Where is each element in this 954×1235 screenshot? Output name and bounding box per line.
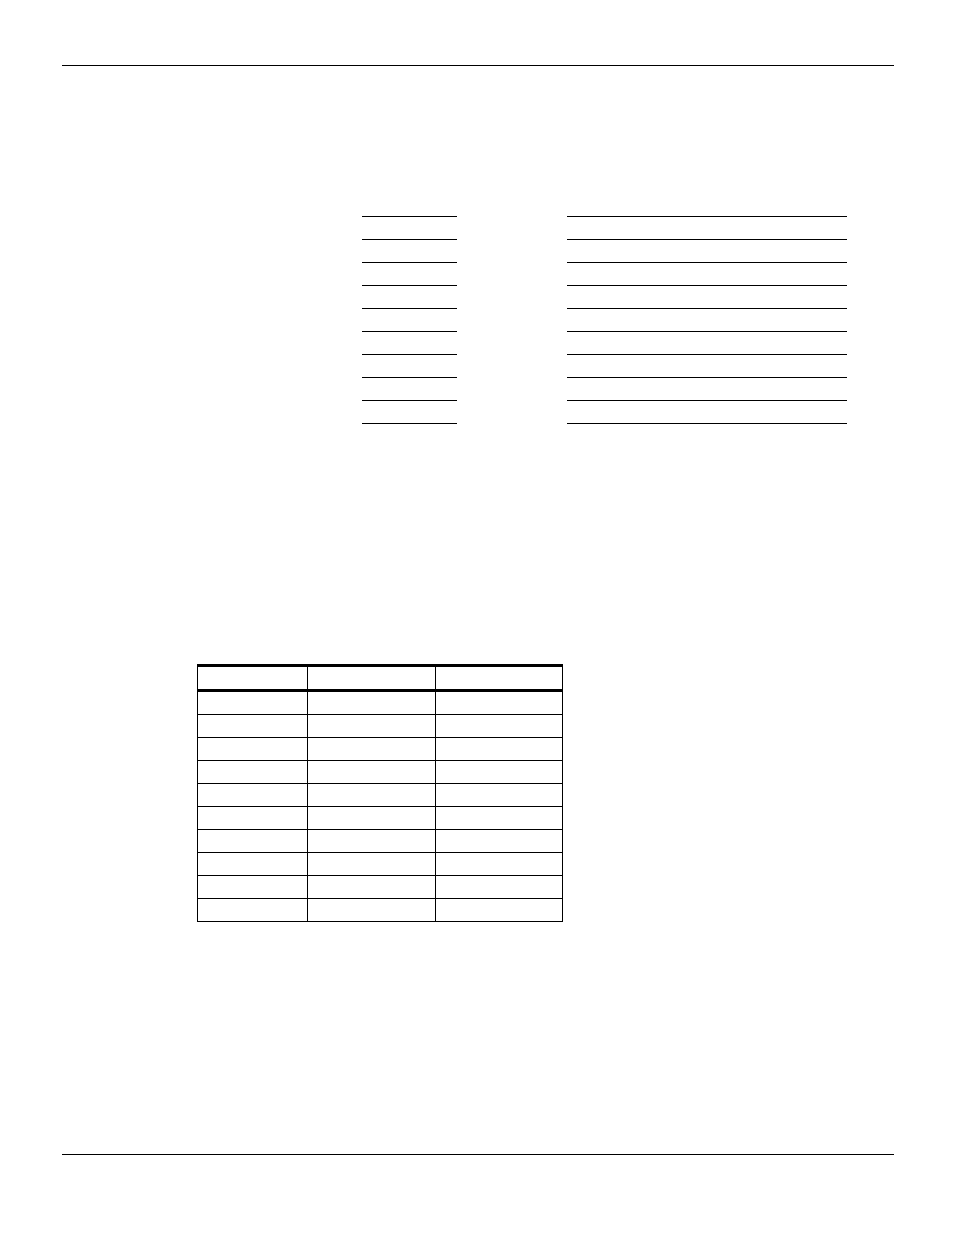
table-cell — [308, 876, 436, 899]
table-cell — [198, 784, 308, 807]
table-cell — [436, 899, 563, 922]
form-column-1 — [362, 216, 457, 424]
form-field — [567, 377, 847, 378]
table-cell — [198, 830, 308, 853]
table-header-row — [198, 666, 563, 691]
form-column-2 — [567, 216, 847, 424]
table-cell — [308, 784, 436, 807]
table — [197, 664, 563, 922]
form-field — [567, 308, 847, 309]
table-row — [198, 784, 563, 807]
table-cell — [198, 807, 308, 830]
table-row — [198, 715, 563, 738]
form-field — [567, 400, 847, 401]
table-cell — [308, 899, 436, 922]
table-cell — [436, 807, 563, 830]
table-cell — [198, 691, 308, 715]
table-cell — [436, 691, 563, 715]
table-row — [198, 807, 563, 830]
form-field — [567, 239, 847, 240]
table-cell — [308, 761, 436, 784]
table-row — [198, 853, 563, 876]
form-field — [362, 216, 457, 217]
form-section — [62, 216, 894, 424]
table-row — [198, 691, 563, 715]
table-header — [436, 666, 563, 691]
table-cell — [198, 738, 308, 761]
form-field — [567, 331, 847, 332]
form-field — [362, 262, 457, 263]
table-cell — [436, 784, 563, 807]
table-cell — [436, 830, 563, 853]
table-cell — [198, 715, 308, 738]
table-header — [198, 666, 308, 691]
form-field — [567, 423, 847, 424]
form-field — [567, 262, 847, 263]
table-row — [198, 761, 563, 784]
table-cell — [198, 853, 308, 876]
table-cell — [198, 899, 308, 922]
form-field — [567, 285, 847, 286]
bottom-rule — [62, 1154, 894, 1155]
table-cell — [308, 691, 436, 715]
table-cell — [436, 853, 563, 876]
table-cell — [308, 853, 436, 876]
table-row — [198, 830, 563, 853]
table-row — [198, 899, 563, 922]
table-cell — [436, 738, 563, 761]
table-row — [198, 738, 563, 761]
form-field — [567, 216, 847, 217]
table-cell — [308, 715, 436, 738]
table-cell — [308, 738, 436, 761]
table-cell — [436, 761, 563, 784]
form-field — [362, 239, 457, 240]
table-row — [198, 876, 563, 899]
form-field — [362, 354, 457, 355]
form-field — [362, 377, 457, 378]
table-cell — [436, 715, 563, 738]
form-field — [362, 331, 457, 332]
blank-table — [197, 664, 894, 922]
page — [0, 0, 954, 1235]
table-cell — [308, 807, 436, 830]
top-rule — [62, 65, 894, 66]
form-field — [567, 354, 847, 355]
form-field — [362, 285, 457, 286]
table-cell — [198, 761, 308, 784]
table-cell — [308, 830, 436, 853]
table-header — [308, 666, 436, 691]
table-cell — [198, 876, 308, 899]
form-field — [362, 308, 457, 309]
form-field — [362, 423, 457, 424]
table-cell — [436, 876, 563, 899]
form-field — [362, 400, 457, 401]
